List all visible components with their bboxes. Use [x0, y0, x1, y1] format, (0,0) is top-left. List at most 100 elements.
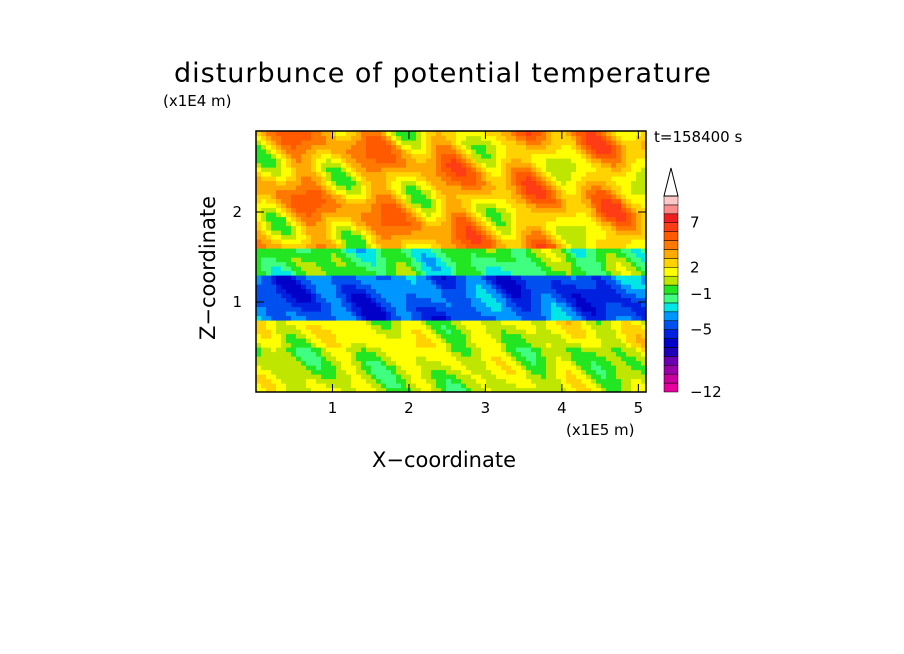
contour-cell — [491, 176, 497, 182]
contour-cell — [636, 207, 642, 213]
contour-cell — [486, 360, 492, 366]
contour-cell — [256, 275, 262, 281]
contour-cell — [491, 270, 497, 276]
contour-cell — [591, 365, 597, 371]
contour-cell — [481, 293, 487, 299]
contour-cell — [486, 387, 492, 392]
contour-cell — [461, 266, 467, 272]
contour-cell — [466, 225, 472, 231]
contour-cell — [631, 153, 637, 159]
contour-cell — [271, 284, 277, 290]
contour-cell — [421, 347, 427, 353]
contour-cell — [446, 369, 452, 375]
contour-cell — [371, 135, 377, 141]
contour-cell — [441, 171, 447, 177]
contour-cell — [621, 239, 627, 245]
contour-cell — [516, 180, 522, 186]
contour-cell — [286, 180, 292, 186]
contour-cell — [261, 279, 267, 285]
contour-cell — [351, 248, 357, 254]
contour-cell — [441, 144, 447, 150]
contour-cell — [611, 351, 617, 357]
contour-cell — [591, 234, 597, 240]
contour-cell — [396, 252, 402, 258]
contour-cell — [316, 207, 322, 213]
contour-cell — [296, 342, 302, 348]
contour-cell — [436, 257, 442, 263]
contour-cell — [356, 288, 362, 294]
contour-cell — [531, 158, 537, 164]
contour-cell — [336, 149, 342, 155]
contour-cell — [326, 356, 332, 362]
contour-cell — [451, 153, 457, 159]
contour-cell — [546, 239, 552, 245]
contour-cell — [396, 239, 402, 245]
contour-cell — [541, 351, 547, 357]
contour-cell — [566, 378, 572, 384]
contour-cell — [426, 311, 432, 317]
contour-cell — [311, 194, 317, 200]
contour-cell — [361, 288, 367, 294]
contour-cell — [326, 270, 332, 276]
contour-cell — [561, 315, 567, 321]
contour-cell — [421, 311, 427, 317]
contour-cell — [331, 333, 337, 339]
contour-cell — [296, 149, 302, 155]
contour-cell — [576, 324, 582, 330]
contour-cell — [386, 176, 392, 182]
contour-cell — [286, 261, 292, 267]
contour-cell — [586, 302, 592, 308]
contour-cell — [261, 239, 267, 245]
contour-cell — [516, 167, 522, 173]
contour-cell — [606, 144, 612, 150]
contour-cell — [581, 270, 587, 276]
contour-cell — [281, 176, 287, 182]
contour-cell — [501, 171, 507, 177]
contour-cell — [266, 212, 272, 218]
contour-cell — [306, 293, 312, 299]
contour-cell — [291, 356, 297, 362]
chart-title: disturbunce of potential temperature — [174, 58, 712, 89]
contour-cell — [346, 306, 352, 312]
contour-cell — [431, 320, 437, 326]
contour-cell — [621, 176, 627, 182]
contour-cell — [556, 261, 562, 267]
contour-cell — [386, 270, 392, 276]
contour-cell — [256, 329, 262, 335]
contour-cell — [461, 221, 467, 227]
contour-cell — [611, 284, 617, 290]
contour-cell — [481, 221, 487, 227]
contour-cell — [456, 261, 462, 267]
contour-cell — [556, 167, 562, 173]
contour-cell — [556, 135, 562, 141]
contour-cell — [391, 356, 397, 362]
contour-cell — [296, 153, 302, 159]
contour-cell — [591, 221, 597, 227]
contour-cell — [466, 338, 472, 344]
contour-cell — [426, 293, 432, 299]
contour-cell — [456, 270, 462, 276]
contour-cell — [281, 270, 287, 276]
contour-cell — [486, 324, 492, 330]
contour-cell — [596, 387, 602, 392]
contour-cell — [591, 306, 597, 312]
contour-cell — [601, 351, 607, 357]
contour-cell — [301, 131, 307, 137]
contour-cell — [611, 342, 617, 348]
contour-cell — [311, 311, 317, 317]
contour-cell — [321, 275, 327, 281]
contour-cell — [636, 144, 642, 150]
contour-cell — [611, 234, 617, 240]
contour-cell — [291, 185, 297, 191]
contour-cell — [351, 189, 357, 195]
contour-cell — [256, 158, 262, 164]
contour-cell — [276, 338, 282, 344]
contour-cell — [406, 356, 412, 362]
contour-cell — [526, 243, 532, 249]
contour-cell — [331, 378, 337, 384]
colorbar-swatch — [663, 258, 679, 268]
contour-cell — [371, 216, 377, 222]
contour-cell — [511, 243, 517, 249]
contour-cell — [336, 297, 342, 303]
contour-cell — [626, 257, 632, 263]
